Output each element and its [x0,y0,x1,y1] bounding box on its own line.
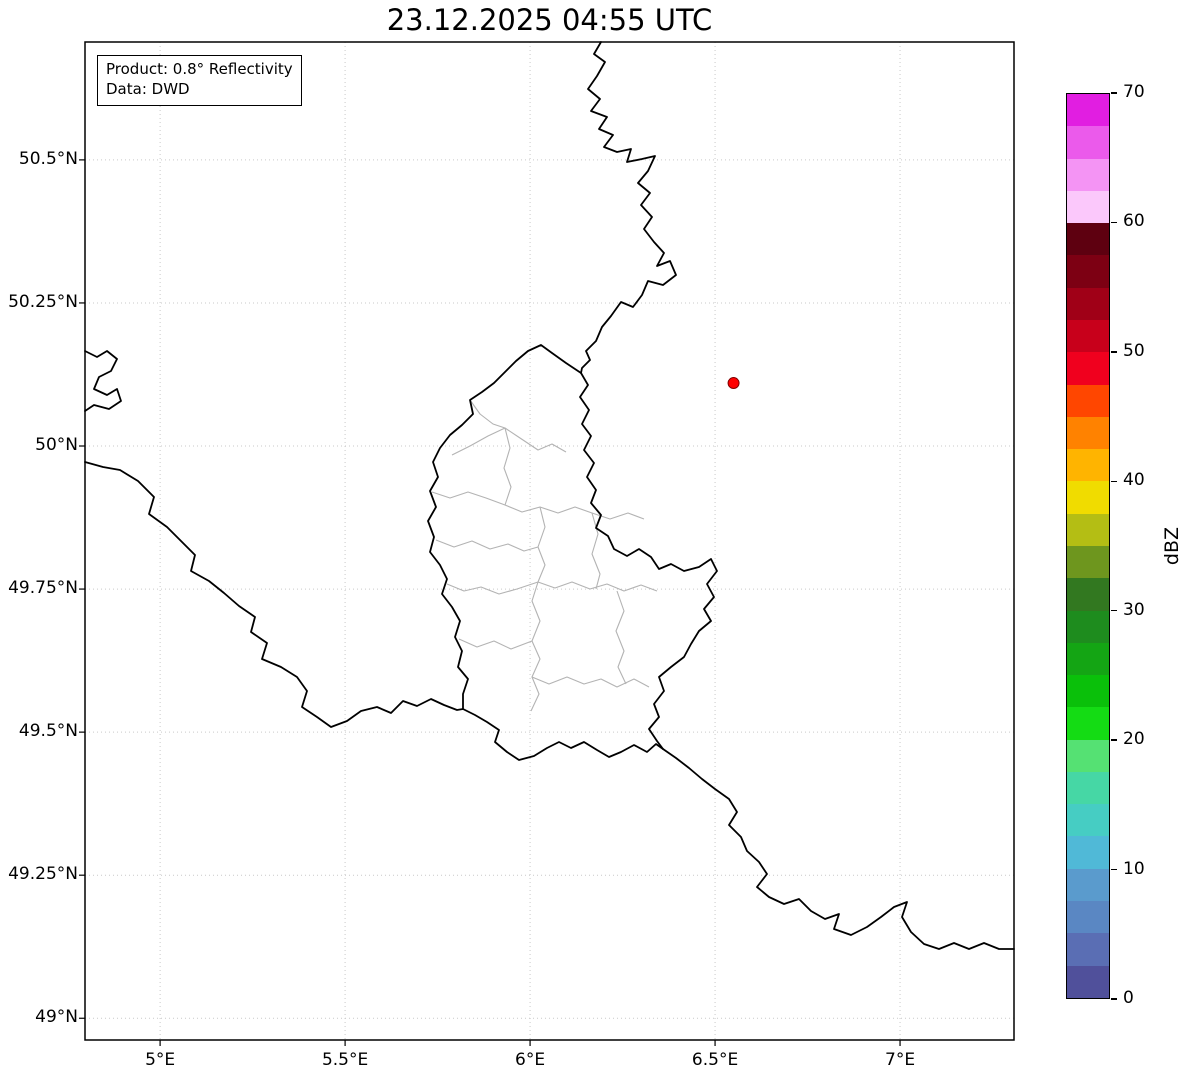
plot-title: 23.12.2025 04:55 UTC [386,3,713,37]
colorbar-segment [1067,126,1109,159]
colorbar-tick-label: 40 [1123,470,1145,491]
colorbar-tickmark [1111,998,1117,1000]
marker-layer [727,377,740,390]
colorbar-segment [1067,481,1109,514]
canton-border [615,590,627,685]
colorbar-tick-label: 70 [1123,82,1145,102]
colorbar-segment [1067,190,1109,224]
x-tick-label: 7°E [885,1050,916,1070]
colorbar-tickmark [1111,221,1117,224]
x-tick-label: 6.5°E [691,1050,739,1070]
colorbar-tickmark [1111,351,1117,353]
x-tick-label: 6°E [515,1050,546,1070]
canton-border [531,676,650,688]
colorbar-segment [1067,804,1109,837]
colorbar-tickmark [1111,739,1117,741]
y-tick-label: 50.25°N [8,291,78,312]
y-tick-label: 49.5°N [18,721,78,742]
radar-site-marker [727,377,740,390]
canton-border [431,491,645,520]
colorbar-segment [1067,578,1109,611]
y-tick-label: 49.75°N [8,578,78,599]
colorbar-segment [1067,255,1109,288]
tick-marks [79,159,901,1046]
colorbar-segment [1067,158,1109,191]
colorbar-segment [1067,707,1109,740]
colorbar-tick-label: 20 [1123,729,1145,750]
colorbar-tickmark [1111,609,1117,612]
y-tick-label: 49°N [35,1007,78,1028]
border-belgium-germany [580,41,677,374]
canton-border [530,581,541,712]
colorbar-segment [1067,94,1109,127]
colorbar-segment [1067,319,1109,353]
colorbar-segment [1067,965,1109,998]
colorbar-segment [1067,384,1109,417]
colorbar-tickmark [1111,92,1117,94]
border-luxembourg-belgium-france [427,344,664,761]
colorbar-segment [1067,416,1109,450]
colorbar-tick-label: 10 [1123,858,1145,879]
colorbar-unit-label: dBZ [1161,526,1183,566]
colorbar-segment [1067,610,1109,643]
colorbar-segment [1067,287,1109,320]
border-belgium-france [84,461,464,728]
colorbar-segment [1067,836,1109,869]
colorbar-segment [1067,771,1109,805]
colorbar-segment [1067,739,1109,772]
colorbar-tickmark [1111,868,1117,871]
colorbar [1066,93,1110,999]
colorbar-segment [1067,352,1109,385]
colorbar-tick-label: 60 [1123,211,1145,232]
canton-border [537,506,546,583]
y-tick-label: 49.25°N [8,864,78,885]
product-info-box: Product: 0.8° Reflectivity Data: DWD [97,55,302,106]
plot-frame [84,41,1015,1041]
colorbar-segment [1067,933,1109,966]
y-tick-label: 50.5°N [18,148,78,169]
border-france-germany [662,748,1015,950]
colorbar-segment [1067,449,1109,482]
country-borders [84,41,1015,950]
border-fragment-west [84,350,122,412]
data-source-line: Data: DWD [106,80,190,99]
canton-border [435,539,539,552]
canton-border [537,581,658,592]
canton-border [591,512,601,590]
canton-border [458,638,533,650]
product-info-line: Product: 0.8° Reflectivity [106,60,293,78]
border-luxembourg-germany [579,372,718,750]
canton-border [451,427,567,456]
colorbar-tick-label: 30 [1123,599,1145,620]
colorbar-segment [1067,901,1109,934]
colorbar-segment [1067,868,1109,902]
colorbar-segment [1067,223,1109,256]
colorbar-segment [1067,513,1109,546]
canton-border [446,581,539,595]
colorbar-segment [1067,642,1109,676]
luxembourg-canton-borders [431,399,658,712]
colorbar-segment [1067,675,1109,708]
x-tick-label: 5.5°E [321,1050,369,1070]
x-tick-label: 5°E [145,1050,176,1070]
y-tick-label: 50°N [35,435,78,455]
canton-border [469,399,506,429]
colorbar-tick-label: 50 [1123,340,1145,361]
colorbar-tickmark [1111,480,1117,483]
grid-layer [85,42,1014,1040]
colorbar-tick-label: 0 [1123,988,1134,1008]
canton-border [503,427,512,506]
colorbar-segment [1067,545,1109,579]
